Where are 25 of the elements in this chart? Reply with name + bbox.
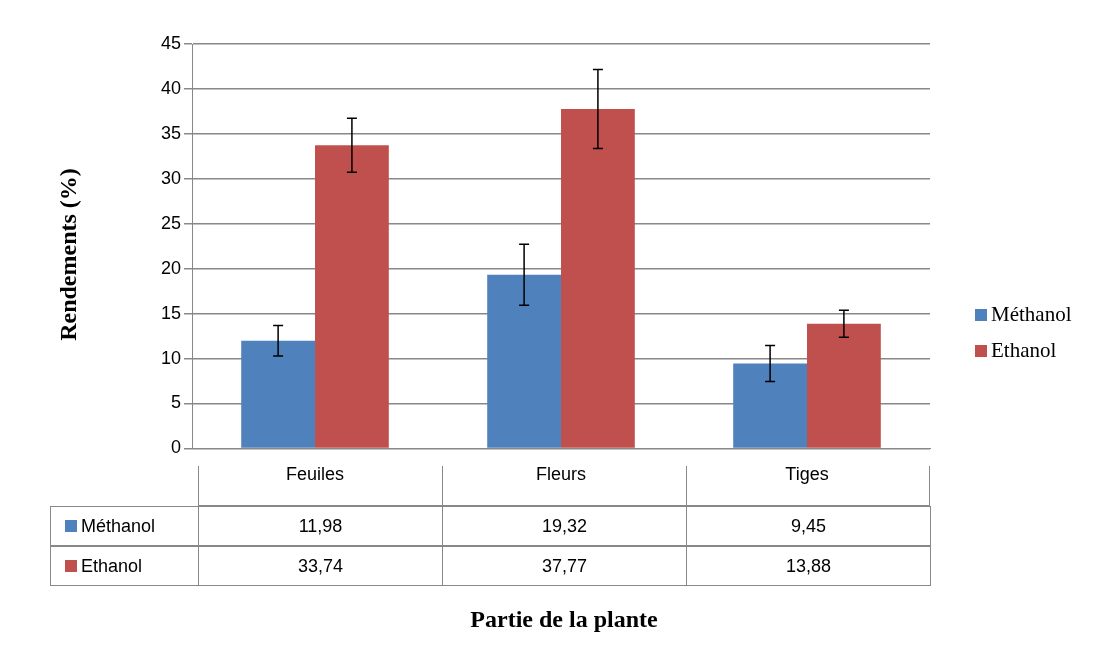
y-tick-label: 35 [160,122,182,143]
text: Méthanol [991,302,1072,326]
y-tick-label: 45 [160,32,182,53]
text: Ethanol [81,555,143,576]
y-tick-label: 0 [171,437,182,458]
x-tick-label: Tiges [785,464,829,485]
y-tick-label: 30 [160,167,182,188]
y-tick-label: 40 [160,77,182,98]
y-tick-label: 10 [160,347,182,368]
data-label: 33,74 [198,546,443,586]
text: Partie de la plante [469,606,659,633]
data-label: 9,45 [686,506,931,546]
data-label: 19,32 [442,506,687,546]
legend-label: Ethanol [990,338,1057,363]
y-tick-label: 20 [160,257,182,278]
y-axis-title: Rendements (%) [54,167,82,343]
x-tick-label: Feuiles [286,464,345,485]
legend-label: Méthanol [50,506,199,546]
y-tick-label: 25 [160,212,182,233]
y-tick-label: 15 [160,302,182,323]
data-label: 13,88 [686,546,931,586]
data-label: 11,98 [198,506,443,546]
data-label: 37,77 [442,546,687,586]
x-tick-label: Fleurs [536,464,587,485]
y-tick-label: 5 [171,392,182,413]
